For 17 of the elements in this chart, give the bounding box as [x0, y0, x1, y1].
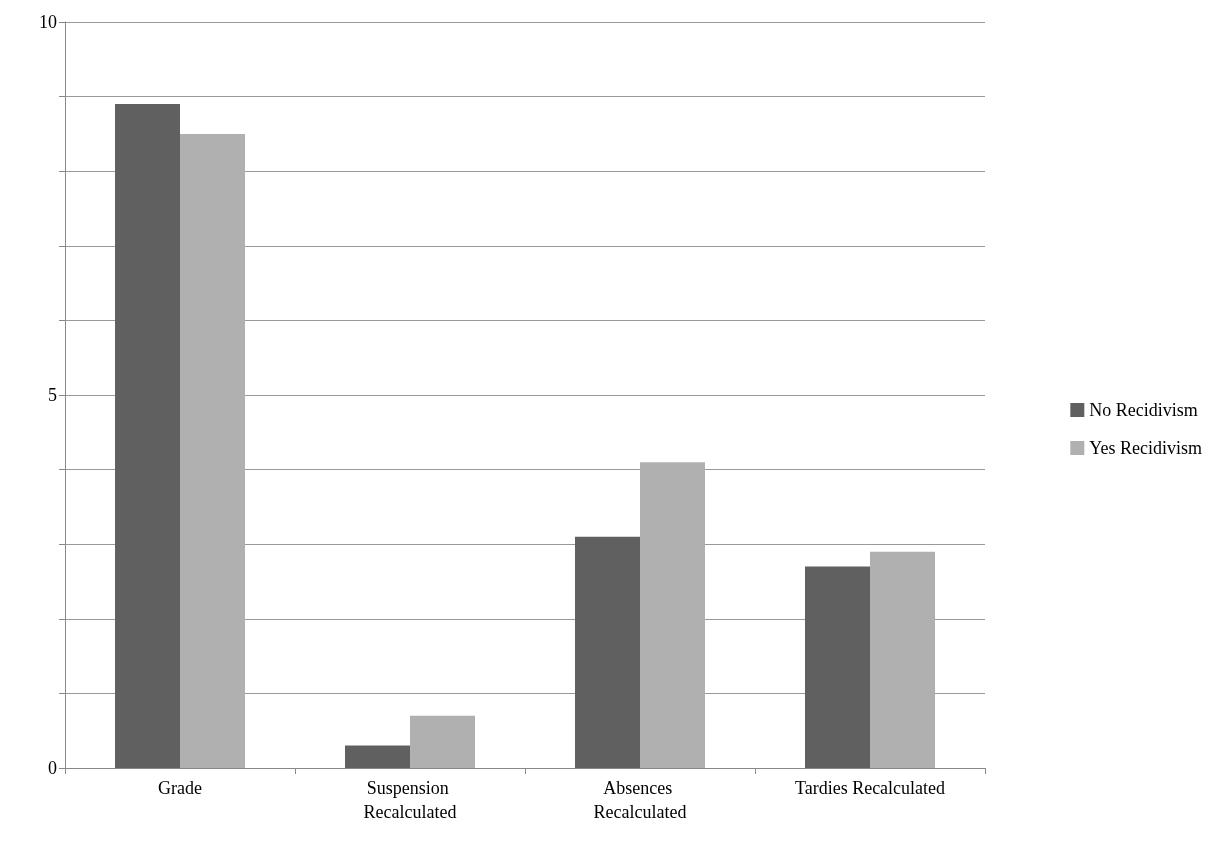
x-tick-label: Suspension Recalculated — [363, 778, 457, 822]
bar — [575, 536, 640, 768]
y-tick-label: 0 — [48, 758, 57, 778]
bar — [345, 745, 410, 768]
bar — [640, 462, 705, 768]
legend-label: Yes Recidivism — [1089, 438, 1202, 458]
legend-label: No Recidivism — [1089, 400, 1198, 420]
bar — [410, 715, 475, 768]
y-tick-label: 10 — [39, 12, 57, 32]
y-tick-label: 5 — [48, 385, 57, 405]
bar — [870, 551, 935, 768]
x-tick-label: Tardies Recalculated — [794, 778, 946, 798]
bar — [180, 133, 245, 768]
bar — [805, 566, 870, 768]
x-tick-label: Grade — [158, 778, 202, 798]
bar — [115, 104, 180, 768]
x-tick-label: Absences Recalculated — [593, 778, 687, 822]
